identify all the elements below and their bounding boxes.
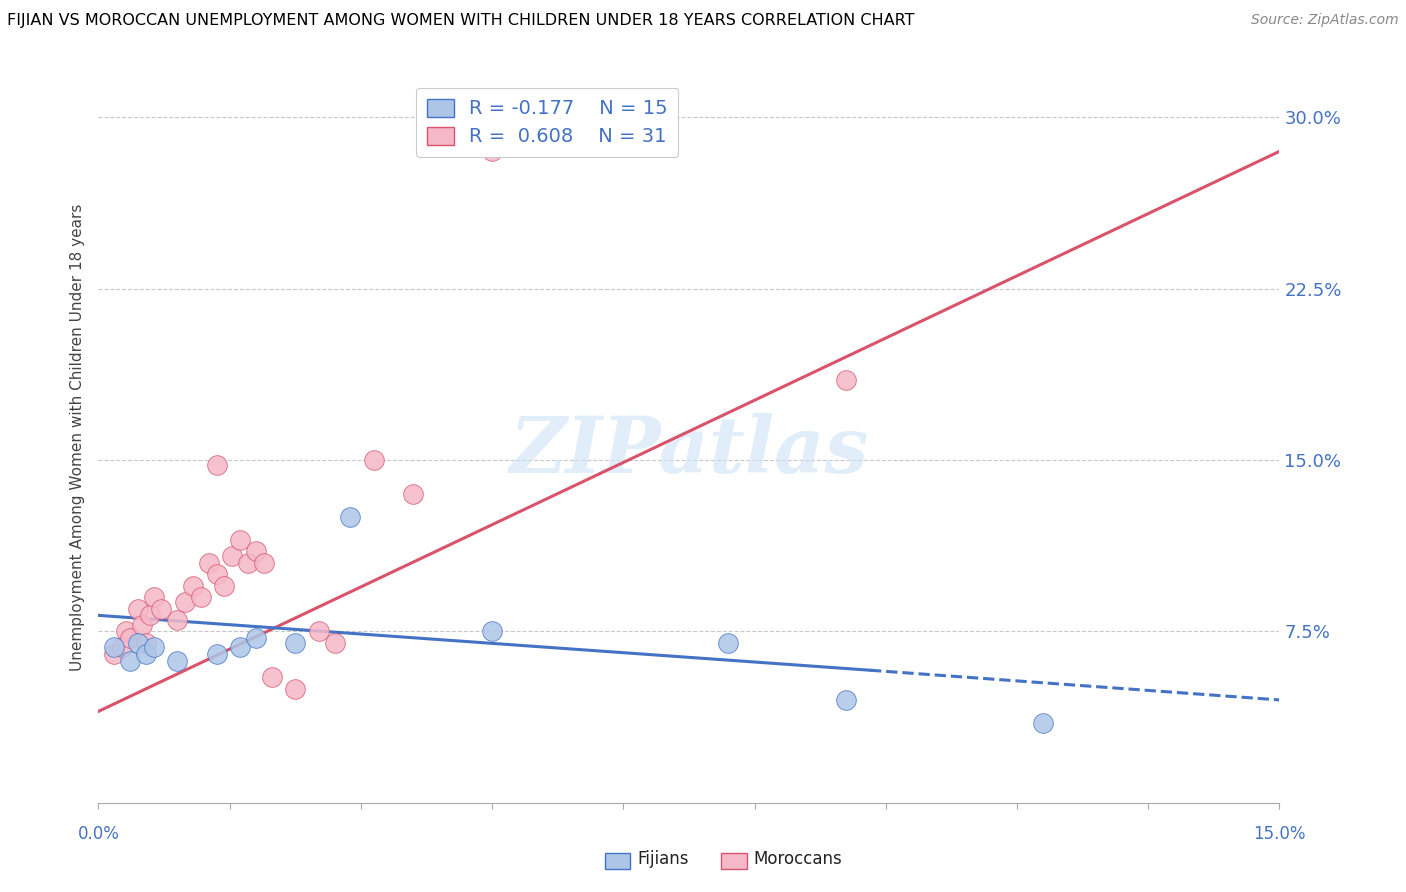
Y-axis label: Unemployment Among Women with Children Under 18 years: Unemployment Among Women with Children U… — [69, 203, 84, 671]
Point — [236, 556, 259, 570]
Point — [835, 373, 858, 387]
Point — [142, 640, 165, 655]
Text: 0.0%: 0.0% — [77, 825, 120, 843]
Point — [118, 632, 141, 646]
Point — [205, 458, 228, 472]
Point — [142, 590, 165, 604]
Point — [174, 594, 197, 608]
Point — [245, 544, 267, 558]
Text: Moroccans: Moroccans — [754, 850, 842, 868]
Point — [166, 654, 188, 668]
Text: ZIPatlas: ZIPatlas — [509, 414, 869, 490]
Point — [111, 640, 134, 655]
Point — [190, 590, 212, 604]
Point — [229, 640, 252, 655]
Point — [260, 670, 283, 684]
Point — [339, 510, 361, 524]
Text: Source: ZipAtlas.com: Source: ZipAtlas.com — [1251, 13, 1399, 28]
Point — [229, 533, 252, 547]
Point — [166, 613, 188, 627]
Point — [323, 636, 346, 650]
Point — [181, 579, 204, 593]
Point — [103, 640, 125, 655]
Point — [115, 624, 138, 639]
Point — [308, 624, 330, 639]
Point — [1032, 715, 1054, 730]
Text: 15.0%: 15.0% — [1253, 825, 1306, 843]
Point — [835, 693, 858, 707]
Point — [221, 549, 243, 563]
Point — [245, 632, 267, 646]
Point — [214, 579, 236, 593]
Point — [253, 556, 276, 570]
Point — [481, 145, 503, 159]
Point — [135, 647, 157, 661]
Point — [481, 624, 503, 639]
Point — [205, 567, 228, 582]
Text: FIJIAN VS MOROCCAN UNEMPLOYMENT AMONG WOMEN WITH CHILDREN UNDER 18 YEARS CORRELA: FIJIAN VS MOROCCAN UNEMPLOYMENT AMONG WO… — [7, 13, 914, 29]
Point — [284, 681, 307, 696]
Text: Fijians: Fijians — [637, 850, 689, 868]
Point — [135, 636, 157, 650]
Point — [205, 647, 228, 661]
Point — [118, 654, 141, 668]
Point — [127, 636, 149, 650]
Point — [363, 453, 385, 467]
Point — [131, 617, 153, 632]
Point — [717, 636, 740, 650]
Point — [197, 556, 219, 570]
Legend: R = -0.177    N = 15, R =  0.608    N = 31: R = -0.177 N = 15, R = 0.608 N = 31 — [416, 87, 678, 157]
Point — [138, 608, 160, 623]
Point — [103, 647, 125, 661]
Point — [127, 601, 149, 615]
Point — [150, 601, 173, 615]
Point — [284, 636, 307, 650]
Point — [402, 487, 425, 501]
